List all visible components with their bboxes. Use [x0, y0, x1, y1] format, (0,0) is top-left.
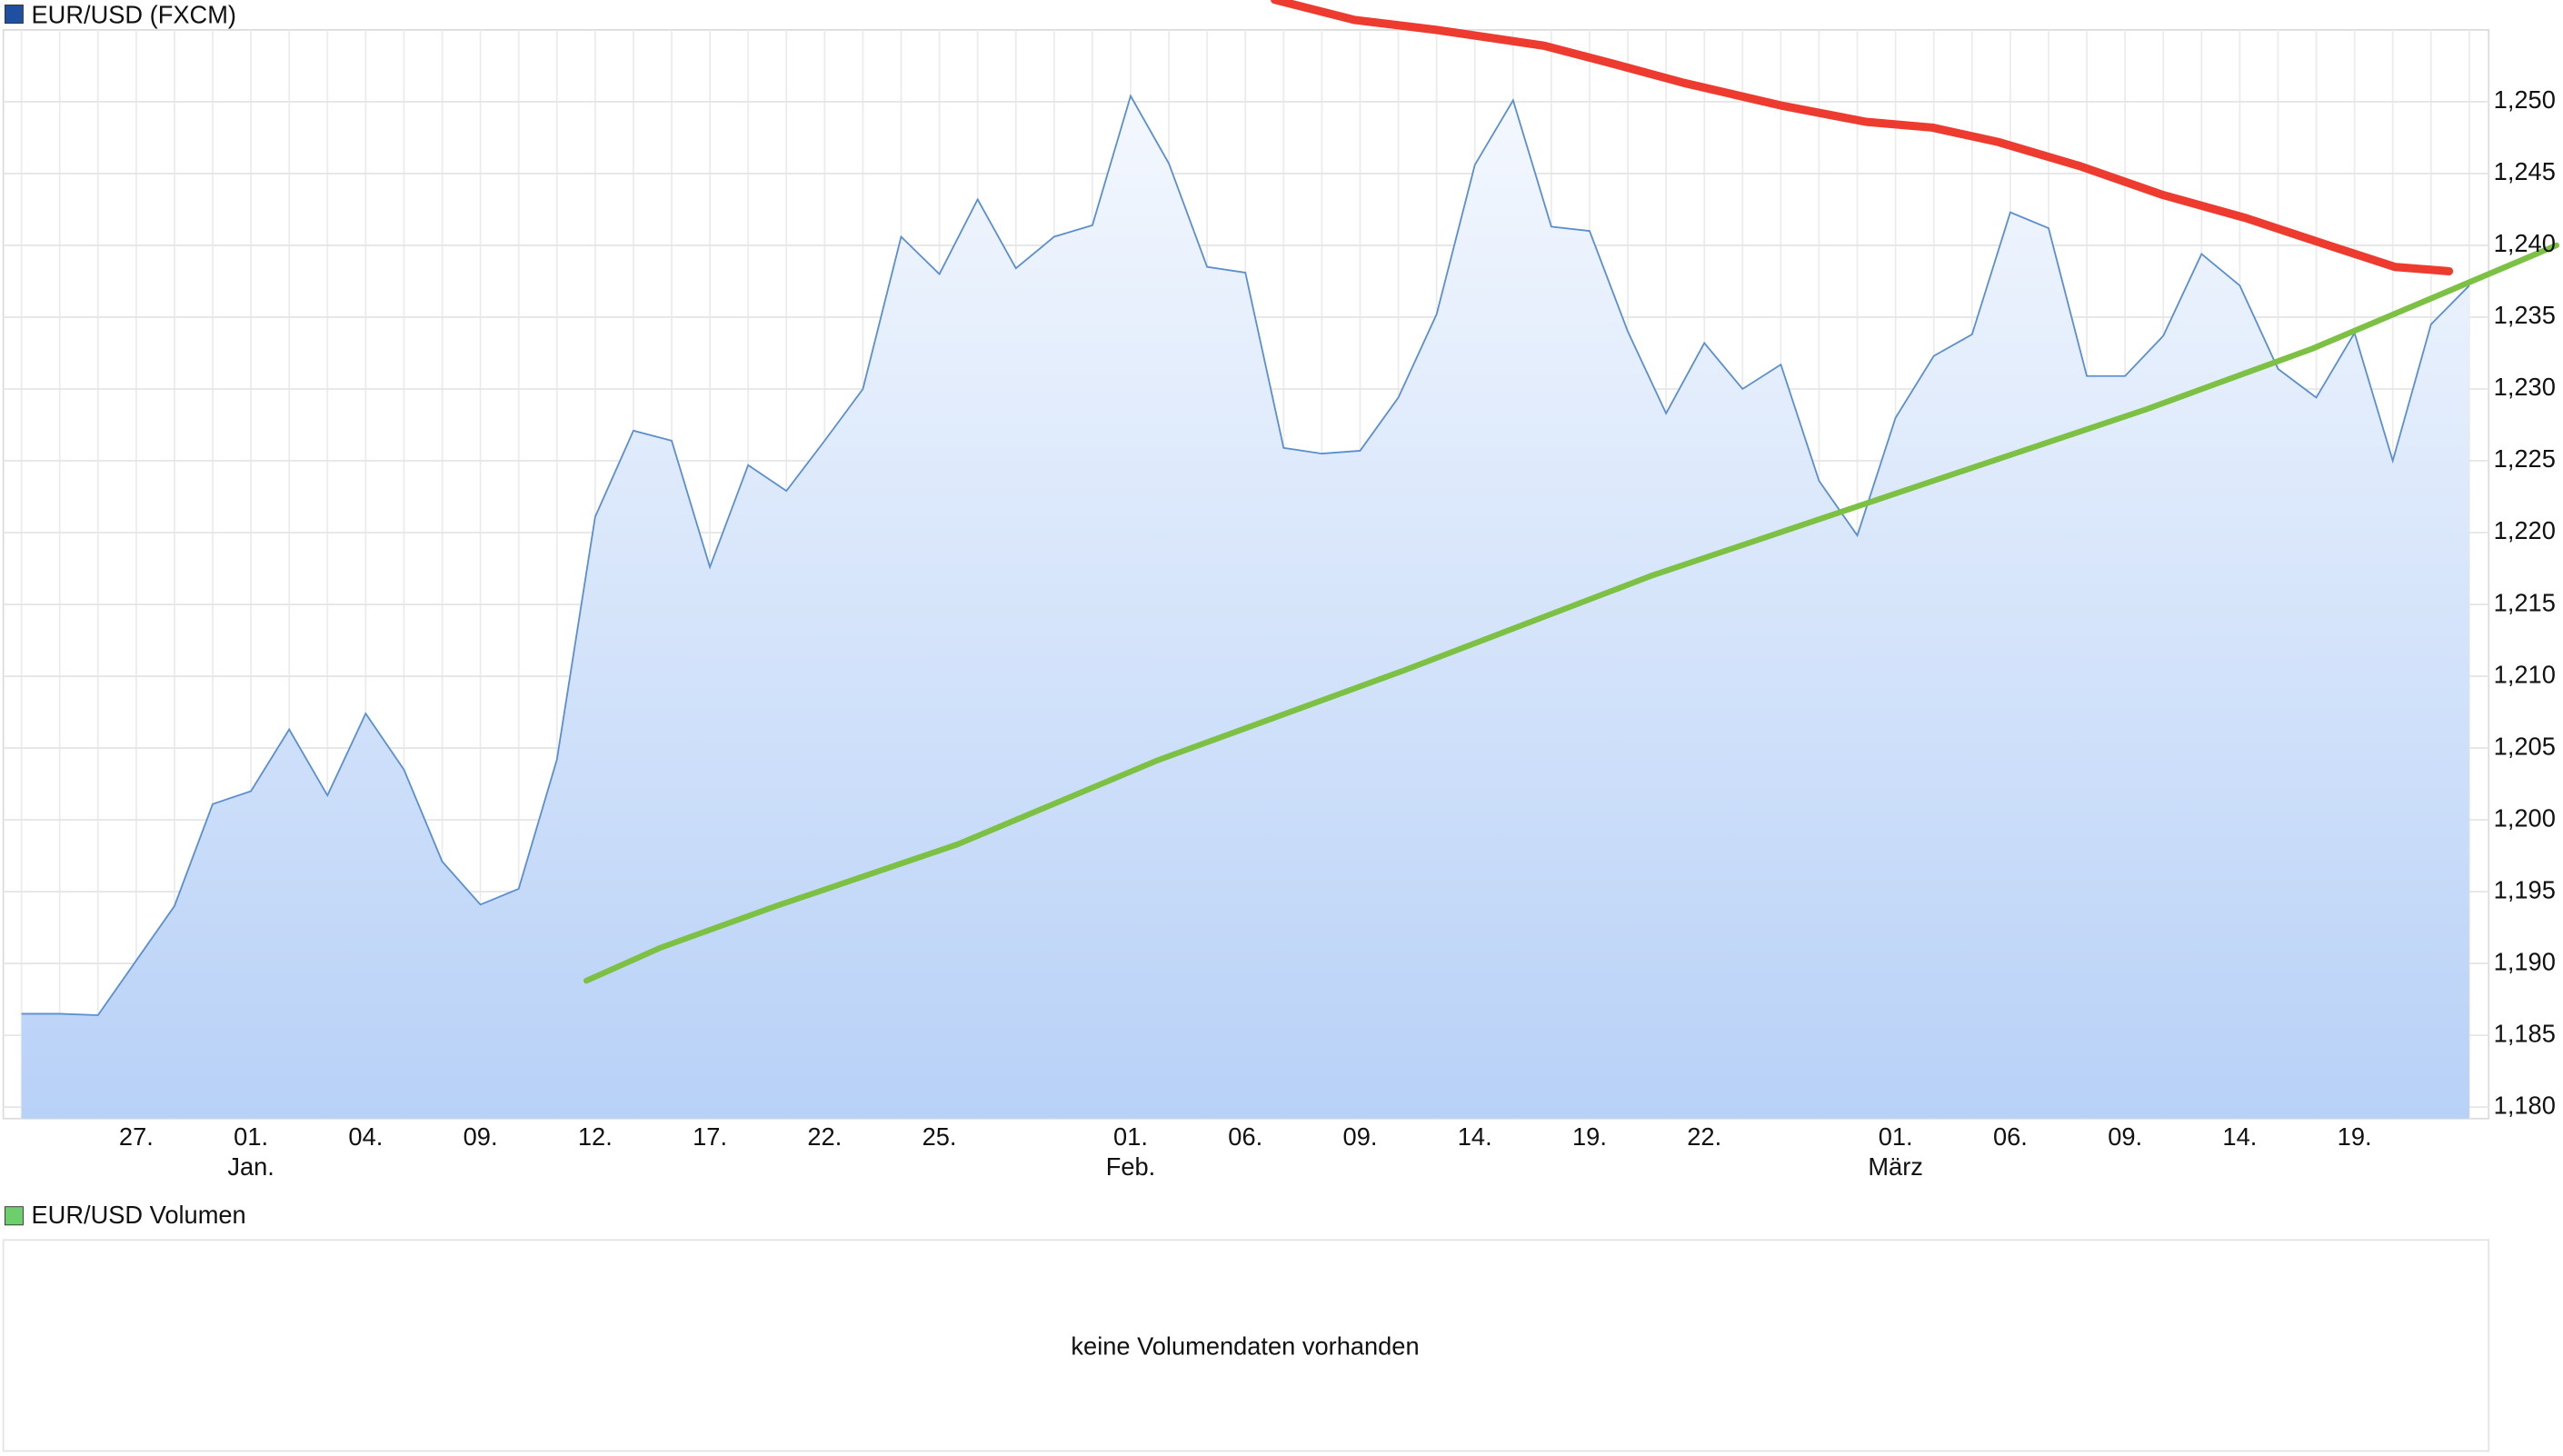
y-tick-label: 1,225 — [2494, 444, 2556, 473]
x-tick-label: 09. — [1343, 1122, 1378, 1151]
y-tick-label: 1,190 — [2494, 947, 2556, 975]
trend-drawing — [583, 242, 2559, 984]
x-month-label: März — [1868, 1152, 1923, 1181]
price-line — [21, 94, 2470, 1016]
x-tick-label: 27. — [119, 1122, 154, 1151]
x-tick-label: 01. — [1879, 1122, 1913, 1151]
y-tick-label: 1,185 — [2494, 1019, 2556, 1047]
y-tick-label: 1,205 — [2494, 732, 2556, 760]
y-tick-label: 1,180 — [2494, 1091, 2556, 1119]
x-tick-label: 25. — [922, 1122, 957, 1151]
x-tick-label: 14. — [2222, 1122, 2257, 1151]
x-tick-label: 19. — [1572, 1122, 1607, 1151]
legend-swatch — [4, 5, 24, 25]
y-tick-label: 1,200 — [2494, 803, 2556, 832]
y-tick-label: 1,230 — [2494, 373, 2556, 401]
area-fill — [21, 95, 2469, 1119]
y-tick-label: 1,220 — [2494, 516, 2556, 544]
chart-title: EUR/USD (FXCM) — [32, 0, 236, 28]
x-tick-label: 06. — [1993, 1122, 2028, 1151]
x-tick-label: 04. — [348, 1122, 383, 1151]
volume-frame — [2, 1239, 2490, 1452]
volume-title: EUR/USD Volumen — [32, 1201, 246, 1229]
y-tick-label: 1,250 — [2494, 85, 2556, 114]
y-tick-label: 1,235 — [2494, 301, 2556, 329]
x-tick-label: 17. — [693, 1122, 727, 1151]
y-tick-label: 1,195 — [2494, 875, 2556, 903]
volume-message: keine Volumendaten vorhanden — [1071, 1331, 1419, 1360]
x-tick-label: 12. — [578, 1122, 613, 1151]
y-tick-label: 1,210 — [2494, 660, 2556, 688]
trend-drawing — [1271, 0, 2454, 275]
x-tick-label: 01. — [234, 1122, 268, 1151]
x-tick-label: 14. — [1458, 1122, 1492, 1151]
y-tick-label: 1,245 — [2494, 157, 2556, 185]
x-tick-label: 22. — [807, 1122, 842, 1151]
x-tick-label: 09. — [464, 1122, 498, 1151]
x-tick-label: 22. — [1687, 1122, 1721, 1151]
x-tick-label: 01. — [1113, 1122, 1148, 1151]
legend-swatch — [4, 1206, 24, 1226]
x-tick-label: 06. — [1228, 1122, 1262, 1151]
x-tick-label: 19. — [2338, 1122, 2372, 1151]
y-tick-label: 1,215 — [2494, 588, 2556, 616]
x-month-label: Jan. — [227, 1152, 274, 1181]
x-month-label: Feb. — [1106, 1152, 1156, 1181]
x-tick-label: 09. — [2108, 1122, 2142, 1151]
y-tick-label: 1,240 — [2494, 229, 2556, 257]
